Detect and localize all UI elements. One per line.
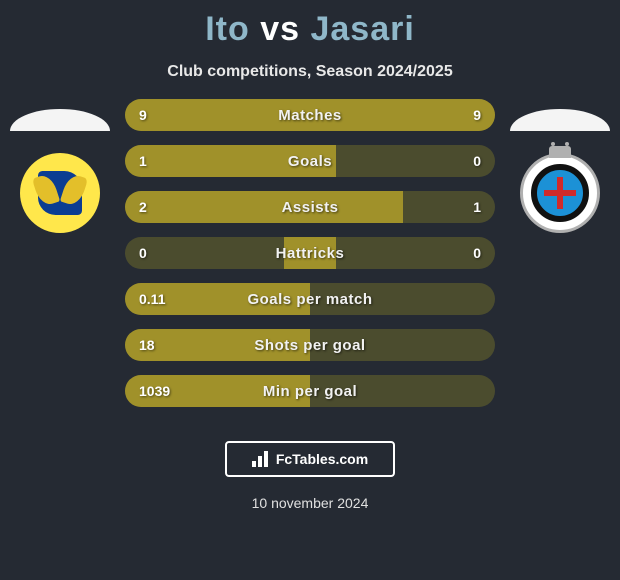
stat-bars-container: Matches99Goals10Assists21Hattricks00Goal… <box>125 99 495 421</box>
club-logo-left <box>20 153 100 233</box>
title-player1: Ito <box>205 10 250 48</box>
bar-chart-icon <box>252 451 270 467</box>
stat-value-right: 1 <box>473 191 481 223</box>
stat-value-right: 0 <box>473 237 481 269</box>
player-right-silhouette <box>500 99 620 131</box>
page-title: Ito vs Jasari <box>0 0 620 49</box>
player-left-silhouette <box>0 99 120 131</box>
stat-value-right: 0 <box>473 145 481 177</box>
brand-text: FcTables.com <box>276 451 368 467</box>
stat-row: Assists21 <box>125 191 495 223</box>
stat-value-left: 1039 <box>139 375 170 407</box>
title-vs: vs <box>260 10 300 48</box>
stat-value-right: 9 <box>473 99 481 131</box>
stat-row: Goals per match0.11 <box>125 283 495 315</box>
stat-value-left: 9 <box>139 99 147 131</box>
stat-row: Matches99 <box>125 99 495 131</box>
date-text: 10 november 2024 <box>0 495 620 511</box>
title-player2: Jasari <box>310 10 414 48</box>
club-logo-right <box>520 153 600 233</box>
stat-row: Min per goal1039 <box>125 375 495 407</box>
subtitle: Club competitions, Season 2024/2025 <box>0 63 620 81</box>
stat-value-left: 0.11 <box>139 283 165 315</box>
player-left-column <box>0 99 120 233</box>
stat-value-left: 1 <box>139 145 147 177</box>
player-right-column <box>500 99 620 233</box>
comparison-chart: Matches99Goals10Assists21Hattricks00Goal… <box>0 99 620 429</box>
stat-value-left: 2 <box>139 191 147 223</box>
stat-value-left: 18 <box>139 329 155 361</box>
stat-row: Goals10 <box>125 145 495 177</box>
stat-row: Hattricks00 <box>125 237 495 269</box>
brand-badge: FcTables.com <box>225 441 395 477</box>
stat-value-left: 0 <box>139 237 147 269</box>
stat-row: Shots per goal18 <box>125 329 495 361</box>
